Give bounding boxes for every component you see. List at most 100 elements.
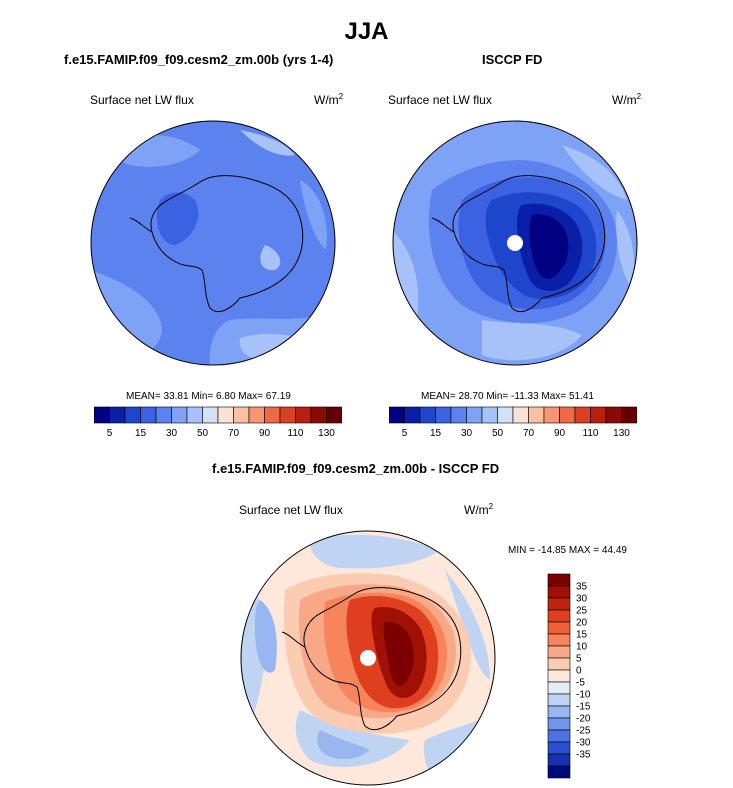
model-colorbar-box bbox=[124, 406, 141, 424]
obs-colorbar-tick-label: 15 bbox=[430, 428, 442, 439]
model-field-blob bbox=[156, 192, 199, 245]
model-colorbar-box bbox=[248, 406, 265, 424]
diff-colorbar-box bbox=[547, 729, 571, 743]
obs-colorbar-box bbox=[574, 406, 591, 424]
diff-colorbar-box bbox=[547, 693, 571, 707]
obs-map-frame bbox=[392, 120, 638, 366]
diff-colorbar-box bbox=[547, 573, 571, 587]
diff-pole-hole bbox=[360, 650, 376, 666]
diff-coastline bbox=[303, 587, 462, 731]
model-colorbar-box bbox=[279, 406, 296, 424]
diff-field-blob bbox=[309, 534, 440, 569]
obs-colorbar-box bbox=[605, 406, 622, 424]
diff-field-blob bbox=[255, 600, 277, 673]
obs-colorbar-tick-label: 90 bbox=[554, 428, 566, 439]
diff-panel-title: f.e15.FAMIP.f09_f09.cesm2_zm.00b - ISCCP… bbox=[212, 461, 500, 476]
obs-colorbar-box bbox=[528, 406, 545, 424]
model-map-frame bbox=[90, 120, 336, 366]
obs-colorbar-tick-label: 5 bbox=[402, 428, 408, 439]
diff-colorbar-box bbox=[547, 621, 571, 635]
model-variable-label: Surface net LW flux bbox=[90, 93, 194, 107]
model-colorbar: 5 15 30 50 70 90 110 130 bbox=[94, 406, 342, 439]
diff-colorbar-tick-label: 20 bbox=[576, 618, 588, 629]
obs-colorbar-box bbox=[450, 406, 467, 424]
diff-colorbar-box bbox=[547, 705, 571, 719]
model-colorbar-box bbox=[295, 406, 312, 424]
diff-peninsula bbox=[281, 631, 306, 648]
diff-colorbar-box bbox=[547, 645, 571, 659]
diff-colorbar-tick-label: -20 bbox=[576, 714, 591, 725]
figure-title: JJA bbox=[344, 18, 389, 45]
obs-panel-title: ISCCP FD bbox=[482, 52, 543, 67]
obs-field-blob bbox=[616, 210, 635, 290]
obs-field-blob bbox=[482, 320, 582, 361]
model-colorbar-box bbox=[233, 406, 250, 424]
diff-field-blob bbox=[317, 730, 370, 760]
model-peninsula bbox=[129, 217, 153, 233]
model-colorbar-tick-label: 90 bbox=[259, 428, 271, 439]
model-units: W/m2 bbox=[314, 92, 344, 107]
obs-colorbar-box bbox=[466, 406, 483, 424]
obs-colorbar-box bbox=[419, 406, 436, 424]
obs-colorbar-box bbox=[481, 406, 498, 424]
model-colorbar-box bbox=[94, 406, 110, 424]
model-colorbar-box bbox=[264, 406, 281, 424]
model-colorbar-tick-label: 70 bbox=[228, 428, 240, 439]
diff-polar-map bbox=[240, 530, 496, 786]
obs-colorbar-box bbox=[497, 406, 514, 424]
model-colorbar-tick-label: 15 bbox=[135, 428, 147, 439]
diff-colorbar-box bbox=[547, 669, 571, 683]
diff-colorbar-box bbox=[547, 681, 571, 695]
model-colorbar-tick-label: 130 bbox=[318, 428, 335, 439]
obs-peninsula bbox=[431, 217, 455, 233]
obs-units: W/m2 bbox=[612, 92, 642, 107]
model-colorbar-box bbox=[326, 406, 342, 424]
diff-colorbar-tick-label: -10 bbox=[576, 690, 591, 701]
model-field-blob bbox=[260, 245, 281, 271]
diff-colorbar-box bbox=[547, 585, 571, 599]
obs-polar-map bbox=[392, 120, 638, 366]
diff-colorbar-tick-label: -15 bbox=[576, 702, 591, 713]
diff-field-blob bbox=[445, 570, 490, 680]
obs-colorbar-box bbox=[389, 406, 405, 424]
model-colorbar-box bbox=[217, 406, 234, 424]
obs-colorbar-box bbox=[543, 406, 560, 424]
obs-field-blob bbox=[562, 145, 627, 200]
obs-colorbar-tick-label: 30 bbox=[461, 428, 473, 439]
model-colorbar-box bbox=[140, 406, 157, 424]
obs-colorbar-box bbox=[590, 406, 607, 424]
model-colorbar-tick-label: 30 bbox=[166, 428, 178, 439]
obs-colorbar-box bbox=[512, 406, 529, 424]
diff-units: W/m2 bbox=[464, 502, 494, 517]
model-coastline bbox=[150, 175, 304, 313]
obs-colorbar-tick-label: 130 bbox=[613, 428, 630, 439]
model-colorbar-box bbox=[310, 406, 327, 424]
model-colorbar-box bbox=[171, 406, 188, 424]
diff-map-frame bbox=[240, 530, 496, 786]
model-panel-title: f.e15.FAMIP.f09_f09.cesm2_zm.00b (yrs 1-… bbox=[64, 52, 334, 67]
model-colorbar-tick-label: 5 bbox=[107, 428, 113, 439]
obs-colorbar-box bbox=[435, 406, 452, 424]
diff-colorbar-box bbox=[547, 597, 571, 611]
model-polar-map bbox=[90, 120, 336, 366]
diff-colorbar-tick-label: 5 bbox=[576, 654, 582, 665]
obs-colorbar-tick-label: 110 bbox=[583, 428, 599, 439]
obs-pole-hole bbox=[507, 235, 523, 251]
model-colorbar-tick-label: 110 bbox=[288, 428, 304, 439]
obs-field-blob bbox=[529, 214, 569, 279]
diff-colorbar-tick-label: -5 bbox=[576, 678, 585, 689]
diff-colorbar-tick-label: 30 bbox=[576, 594, 588, 605]
obs-variable-label: Surface net LW flux bbox=[388, 93, 492, 107]
diff-stats: MIN = -14.85 MAX = 44.49 bbox=[508, 545, 627, 556]
diff-colorbar-tick-label: 25 bbox=[576, 606, 588, 617]
model-field-blob bbox=[300, 180, 327, 250]
obs-colorbar-box bbox=[559, 406, 576, 424]
model-stats: MEAN= 33.81 Min= 6.80 Max= 67.19 bbox=[126, 391, 291, 402]
diff-colorbar-box bbox=[547, 753, 571, 767]
obs-colorbar-box bbox=[621, 406, 637, 424]
diff-colorbar-box bbox=[547, 765, 571, 779]
diff-variable-label: Surface net LW flux bbox=[239, 503, 343, 517]
obs-colorbar-box bbox=[404, 406, 421, 424]
obs-coastline bbox=[452, 175, 606, 313]
